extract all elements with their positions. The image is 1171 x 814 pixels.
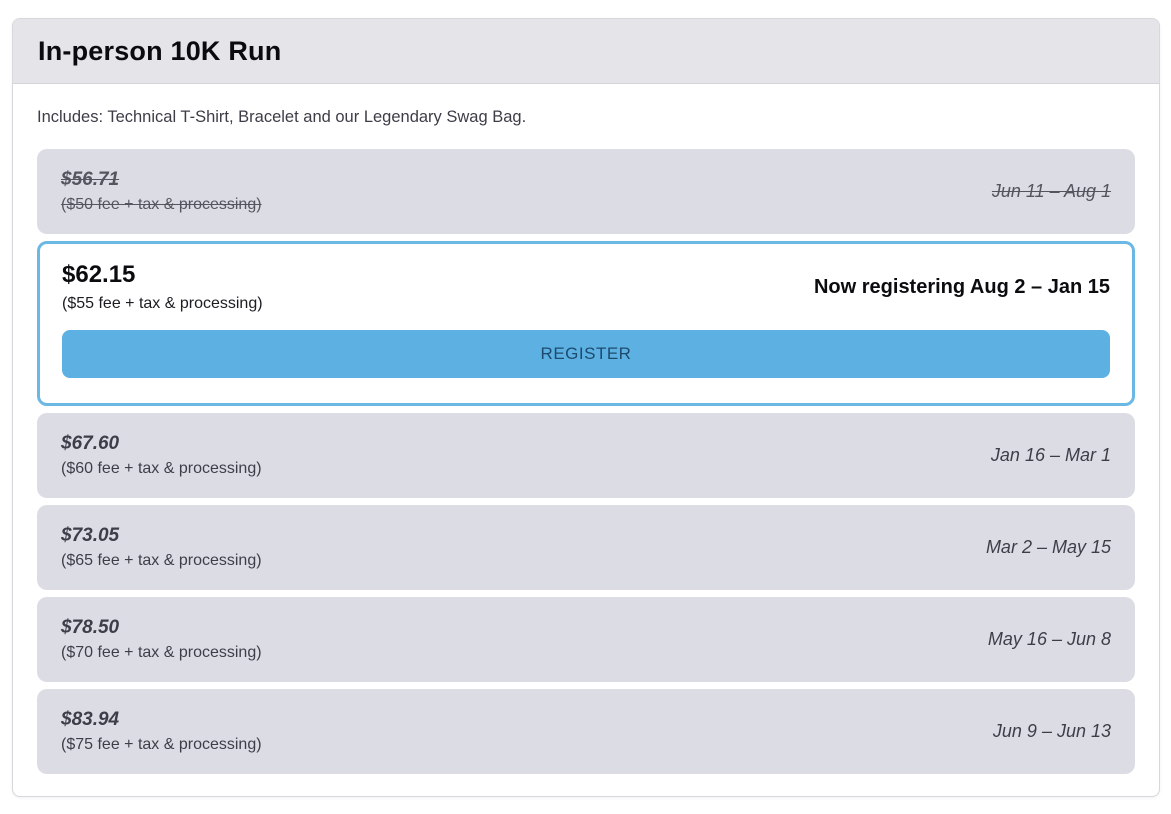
tier-main: $62.15 ($55 fee + tax & processing) Now … <box>62 261 1110 313</box>
tier-row-future: $73.05 ($65 fee + tax & processing) Mar … <box>37 505 1135 590</box>
tier-main: $56.71 ($50 fee + tax & processing) Jun … <box>61 169 1111 214</box>
tier-fee-detail: ($65 fee + tax & processing) <box>61 552 262 569</box>
tier-price: $78.50 <box>61 617 120 638</box>
tier-row-future: $78.50 ($70 fee + tax & processing) May … <box>37 597 1135 682</box>
tier-row-past: $56.71 ($50 fee + tax & processing) Jun … <box>37 149 1135 234</box>
page-title: In-person 10K Run <box>38 35 282 66</box>
tier-price-block: $56.71 ($50 fee + tax & processing) <box>61 169 262 214</box>
register-button[interactable]: REGISTER <box>62 330 1110 378</box>
tier-date-range: Jun 11 – Aug 1 <box>991 181 1111 201</box>
card-header: In-person 10K Run <box>13 19 1159 84</box>
tier-price: $83.94 <box>61 709 120 730</box>
tier-date-range: Jun 9 – Jun 13 <box>992 721 1111 741</box>
tier-price-block: $73.05 ($65 fee + tax & processing) <box>61 525 262 570</box>
tier-date-range: Now registering Aug 2 – Jan 15 <box>813 275 1110 298</box>
tier-price-block: $83.94 ($75 fee + tax & processing) <box>61 709 262 754</box>
tier-price: $67.60 <box>61 433 120 454</box>
tier-fee-detail: ($55 fee + tax & processing) <box>62 295 263 312</box>
registration-card: In-person 10K Run Includes: Technical T-… <box>12 18 1160 797</box>
tier-row-active: $62.15 ($55 fee + tax & processing) Now … <box>37 241 1135 406</box>
tier-price-block: $67.60 ($60 fee + tax & processing) <box>61 433 262 478</box>
tier-fee-detail: ($60 fee + tax & processing) <box>61 460 262 477</box>
tier-fee-detail: ($50 fee + tax & processing) <box>61 196 262 213</box>
tier-row-future: $83.94 ($75 fee + tax & processing) Jun … <box>37 689 1135 774</box>
tier-main: $67.60 ($60 fee + tax & processing) Jan … <box>61 433 1111 478</box>
tier-date-range: Jan 16 – Mar 1 <box>990 445 1111 465</box>
tier-price-block: $62.15 ($55 fee + tax & processing) <box>62 261 263 313</box>
card-body: Includes: Technical T-Shirt, Bracelet an… <box>13 84 1159 796</box>
tier-row-future: $67.60 ($60 fee + tax & processing) Jan … <box>37 413 1135 498</box>
tier-price-block: $78.50 ($70 fee + tax & processing) <box>61 617 262 662</box>
tier-fee-detail: ($70 fee + tax & processing) <box>61 644 262 661</box>
tier-price: $73.05 <box>61 525 120 546</box>
tier-main: $78.50 ($70 fee + tax & processing) May … <box>61 617 1111 662</box>
tier-price: $56.71 <box>61 169 120 190</box>
tier-main: $73.05 ($65 fee + tax & processing) Mar … <box>61 525 1111 570</box>
tier-date-range: Mar 2 – May 15 <box>985 537 1111 557</box>
includes-description: Includes: Technical T-Shirt, Bracelet an… <box>37 108 527 126</box>
tier-date-range: May 16 – Jun 8 <box>987 629 1111 649</box>
tier-main: $83.94 ($75 fee + tax & processing) Jun … <box>61 709 1111 754</box>
tier-list: $56.71 ($50 fee + tax & processing) Jun … <box>37 149 1135 774</box>
tier-fee-detail: ($75 fee + tax & processing) <box>61 736 262 753</box>
tier-price: $62.15 <box>62 261 136 288</box>
